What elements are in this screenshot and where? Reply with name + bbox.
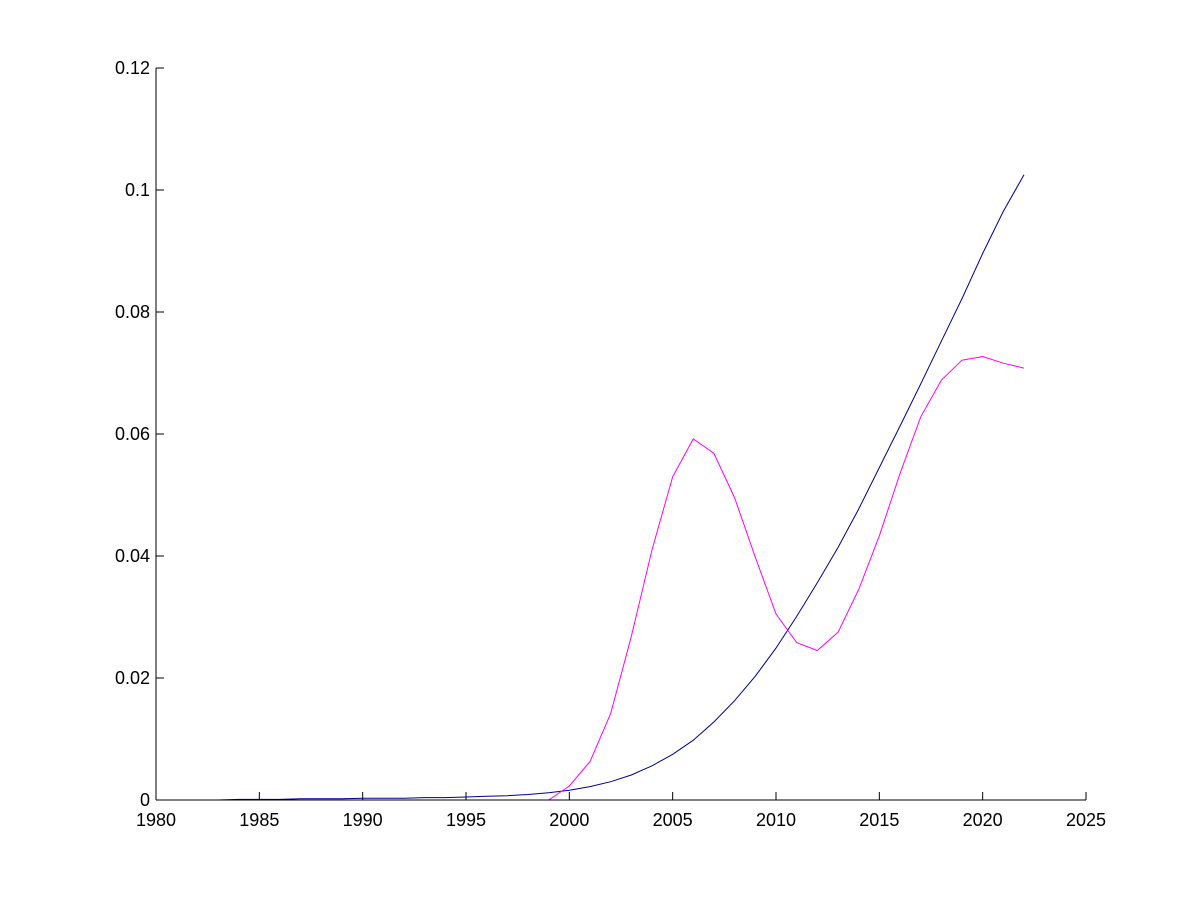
y-tick-label: 0.12 (115, 58, 150, 78)
y-tick-label: 0.06 (115, 424, 150, 444)
x-tick-label: 2005 (653, 810, 693, 830)
x-tick-label: 1995 (446, 810, 486, 830)
axes (155, 68, 1086, 801)
series-line-1 (156, 174, 1025, 801)
x-tick-label: 2000 (549, 810, 589, 830)
x-tick-label: 1985 (239, 810, 279, 830)
x-tick-label: 2015 (859, 810, 899, 830)
series-line-2 (156, 355, 1025, 801)
x-tick-label: 2020 (963, 810, 1003, 830)
x-tick-label: 2010 (756, 810, 796, 830)
y-tick-label: 0.1 (125, 180, 150, 200)
y-tick-label: 0.02 (115, 668, 150, 688)
x-ticks: 1980 1985 1990 1995 2000 2005 2010 2015 2020 2025 (136, 792, 1106, 830)
x-tick-label: 2025 (1066, 810, 1106, 830)
plot-lines (156, 174, 1025, 801)
y-tick-label: 0.04 (115, 546, 150, 566)
x-tick-label: 1980 (136, 810, 176, 830)
y-tick-label: 0 (140, 790, 150, 810)
x-tick-label: 1990 (343, 810, 383, 830)
y-ticks: 0 0.02 0.04 0.06 0.08 0.1 0.12 (115, 58, 164, 810)
y-tick-label: 0.08 (115, 302, 150, 322)
